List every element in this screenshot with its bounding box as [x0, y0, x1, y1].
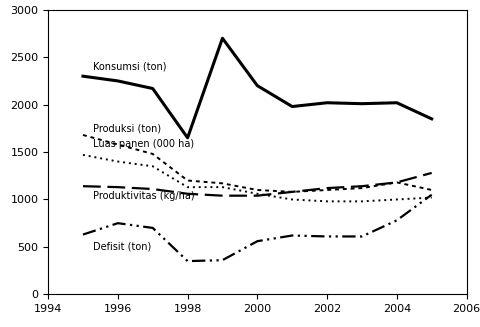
Text: Defisit (ton): Defisit (ton): [93, 242, 151, 252]
Text: Produktivitas (kg/ha): Produktivitas (kg/ha): [93, 191, 195, 201]
Text: Produksi (ton): Produksi (ton): [93, 123, 161, 133]
Text: Konsumsi (ton): Konsumsi (ton): [93, 62, 167, 72]
Text: Luas panen (000 ha): Luas panen (000 ha): [93, 140, 194, 149]
